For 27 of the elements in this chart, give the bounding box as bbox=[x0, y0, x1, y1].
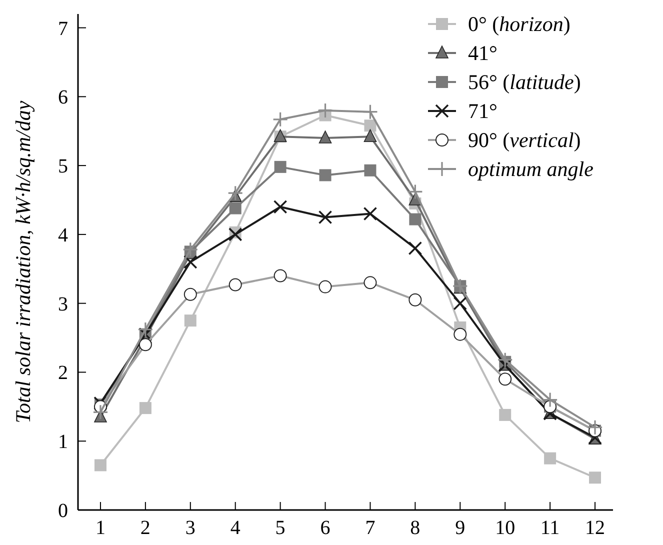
y-tick-label: 5 bbox=[58, 156, 68, 178]
legend-label: 90° (vertical) bbox=[468, 128, 581, 152]
legend-label: 0° (horizon) bbox=[468, 12, 570, 36]
x-tick-label: 3 bbox=[185, 517, 196, 539]
y-tick-label: 2 bbox=[58, 362, 68, 384]
y-tick-label: 3 bbox=[58, 293, 68, 316]
legend-label: 41° bbox=[468, 41, 498, 65]
x-tick-label: 6 bbox=[320, 517, 330, 539]
x-tick-label: 9 bbox=[455, 517, 466, 539]
y-tick-label: 4 bbox=[58, 224, 68, 246]
x-tick-label: 1 bbox=[95, 517, 106, 539]
x-tick-label: 7 bbox=[365, 517, 376, 539]
x-tick-label: 2 bbox=[140, 517, 150, 539]
legend-label: 56° (latitude) bbox=[468, 70, 581, 94]
y-tick-label: 0 bbox=[58, 500, 68, 522]
y-tick-label: 6 bbox=[58, 86, 68, 109]
x-tick-label: 10 bbox=[495, 517, 516, 539]
x-tick-label: 8 bbox=[410, 517, 420, 539]
y-tick-label: 7 bbox=[58, 18, 68, 40]
y-axis-title: Total solar irradiation, kW·h/sq.m/day bbox=[11, 100, 35, 424]
x-tick-label: 11 bbox=[540, 517, 560, 539]
x-tick-label: 12 bbox=[585, 517, 606, 539]
legend-label: 71° bbox=[468, 99, 498, 123]
x-tick-label: 5 bbox=[275, 517, 286, 539]
legend-label: optimum angle bbox=[468, 157, 594, 181]
x-tick-label: 4 bbox=[230, 517, 240, 539]
y-tick-label: 1 bbox=[58, 431, 68, 454]
